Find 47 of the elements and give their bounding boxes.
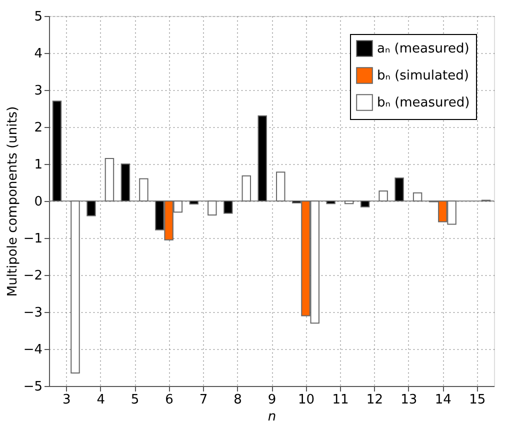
y-tick-label: −2 bbox=[23, 268, 42, 284]
bar bbox=[258, 115, 267, 202]
x-tick-label: 7 bbox=[199, 392, 208, 408]
bar bbox=[394, 178, 404, 202]
bar bbox=[378, 190, 388, 202]
bar bbox=[412, 192, 422, 202]
y-tick-label: 5 bbox=[34, 10, 42, 24]
x-tick-label: 14 bbox=[434, 392, 452, 408]
y-tick-label: 1 bbox=[34, 158, 42, 172]
bar bbox=[276, 172, 286, 202]
x-tick-label: 5 bbox=[130, 392, 140, 408]
bar bbox=[70, 200, 80, 374]
y-tick-label: 4 bbox=[34, 46, 42, 62]
x-tick-label: 3 bbox=[62, 392, 71, 408]
y-tick-label: 0 bbox=[34, 194, 42, 210]
y-tick-label: 3 bbox=[34, 84, 42, 98]
y-axis-title: Multipole components (units) bbox=[5, 106, 20, 297]
bar bbox=[189, 200, 199, 204]
y-tick-label: −4 bbox=[23, 342, 42, 358]
x-tick-label: 15 bbox=[469, 392, 486, 408]
bar bbox=[52, 100, 62, 202]
bar bbox=[208, 200, 217, 216]
bar bbox=[86, 200, 96, 216]
y-tick-label: −1 bbox=[23, 232, 42, 246]
x-tick-label: 10 bbox=[298, 392, 315, 408]
bar bbox=[224, 200, 233, 214]
x-tick-label: 4 bbox=[96, 392, 105, 408]
bar bbox=[326, 200, 336, 204]
legend-label: bₙ (measured) bbox=[377, 96, 470, 110]
y-tick-label: −3 bbox=[23, 306, 42, 320]
x-tick-label: 8 bbox=[234, 392, 242, 408]
x-axis-title: n bbox=[268, 410, 276, 424]
x-tick-label: 11 bbox=[332, 392, 349, 408]
bar bbox=[242, 175, 252, 202]
bar bbox=[120, 164, 130, 202]
x-tick-label: 13 bbox=[400, 392, 418, 408]
x-tick-label: 9 bbox=[268, 392, 276, 408]
bar bbox=[344, 200, 354, 204]
legend-label: aₙ (measured) bbox=[377, 42, 470, 56]
x-tick-label: 6 bbox=[165, 392, 174, 408]
bar bbox=[360, 200, 370, 208]
legend-label: bₙ (simulated) bbox=[377, 68, 469, 84]
y-tick-label: 2 bbox=[34, 120, 42, 136]
bar bbox=[104, 158, 114, 202]
y-tick-label: −5 bbox=[23, 380, 42, 394]
x-tick-label: 12 bbox=[366, 392, 383, 408]
bar bbox=[139, 178, 148, 202]
